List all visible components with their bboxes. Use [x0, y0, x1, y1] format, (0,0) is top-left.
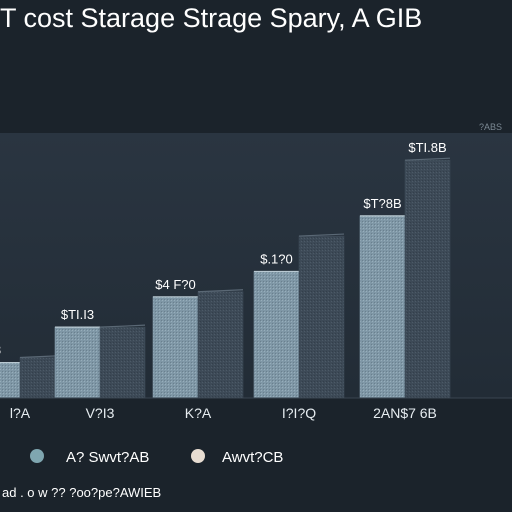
bar-top-edge-1-series-1: [99, 324, 146, 328]
x-tick-labels: l?A V?I3 K?A I?I?Q 2AN$7 6B: [10, 405, 437, 421]
data-label: $TI.8B: [408, 140, 446, 155]
bar-top-edge-4-series-1: [404, 157, 451, 161]
bar-2-series-0: [152, 296, 199, 399]
bars: [0, 157, 451, 399]
data-label: $4 F?0: [155, 277, 195, 292]
legend-label-series-b: Awvt?CB: [222, 449, 283, 466]
data-labels: 8 $TI.I3 $4 F?0 $.1?0 $T?8B $TI.8B: [0, 140, 447, 357]
legend-label-series-a: A? Swvt?AB: [66, 449, 149, 466]
legend-swatch-series-b: [191, 449, 205, 463]
data-label: 8: [0, 343, 1, 358]
legend: A? Swvt?AB Awvt?CB: [30, 449, 283, 466]
bar-3-series-0: [253, 271, 300, 399]
bar-top-edge-3-series-1: [298, 233, 345, 237]
data-label: $TI.I3: [61, 307, 94, 322]
data-label: $T?8B: [363, 196, 401, 211]
x-tick-label: 2AN$7 6B: [373, 405, 437, 421]
legend-swatch-series-a: [30, 449, 44, 463]
bar-0-series-0: [0, 362, 21, 399]
bar-1-series-0: [54, 326, 101, 399]
bar-3-series-1: [298, 235, 345, 399]
corner-label: ?ABS: [479, 122, 502, 132]
x-tick-label: I?I?Q: [282, 405, 316, 421]
x-tick-label: K?A: [185, 405, 212, 421]
bar-4-series-1: [404, 159, 451, 399]
x-tick-label: V?I3: [86, 405, 115, 421]
bar-1-series-1: [99, 326, 146, 399]
x-tick-label: l?A: [10, 405, 31, 421]
chart-title: T cost Starage Strage Spary, A GIB: [0, 3, 422, 33]
footer-text: ad . o w ?? ?oo?pe?AWIEB: [2, 485, 161, 500]
bar-top-edge-2-series-1: [197, 289, 244, 293]
data-label: $.1?0: [260, 252, 293, 267]
bar-2-series-1: [197, 291, 244, 399]
bar-4-series-0: [359, 215, 406, 399]
